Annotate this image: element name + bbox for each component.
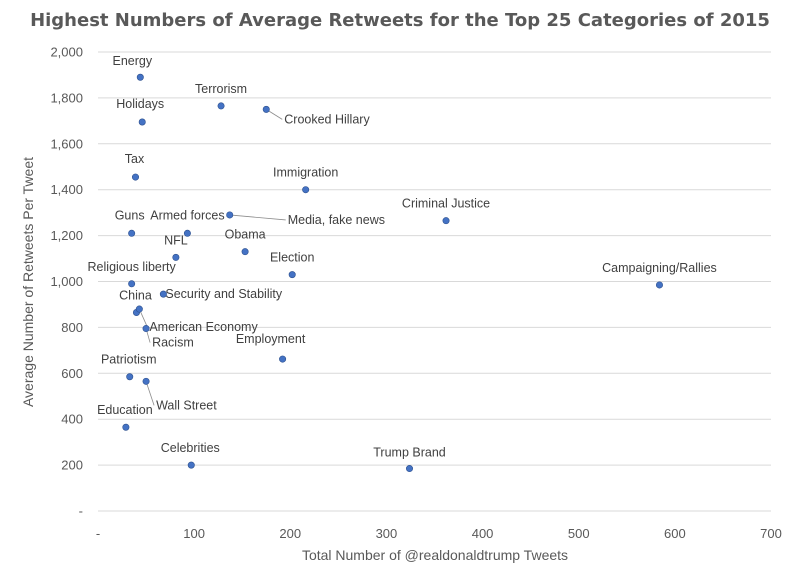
data-point [442, 217, 450, 225]
data-point [302, 186, 310, 194]
data-point [128, 229, 136, 237]
y-tick-label: 800 [61, 320, 83, 335]
data-labels: Energy Terrorism Crooked Hillary Holidays Ta… [88, 54, 717, 459]
data-label: Crooked Hillary [284, 112, 370, 126]
data-point [128, 280, 136, 288]
data-label: Racism [152, 336, 194, 350]
data-point [172, 253, 180, 261]
data-label: Obama [225, 228, 266, 242]
data-label: American Economy [149, 320, 258, 334]
y-tick-label: 1,400 [50, 182, 83, 197]
data-label: Armed forces [150, 208, 224, 222]
data-label: Campaigning/Rallies [602, 261, 717, 275]
data-label: Education [97, 403, 153, 417]
data-label: NFL [164, 233, 188, 247]
y-tick-label: - [79, 504, 83, 519]
data-point [142, 325, 150, 333]
data-label: Media, fake news [288, 213, 385, 227]
data-point [288, 271, 296, 279]
data-label: Patriotism [101, 353, 157, 367]
data-label: Security and Stability [165, 287, 282, 301]
x-tick-label: 100 [183, 526, 205, 541]
data-point [136, 73, 144, 81]
data-point [138, 118, 146, 126]
data-point [122, 423, 130, 431]
data-label: Election [270, 251, 315, 265]
data-label: Tax [125, 152, 145, 166]
data-label: Employment [236, 332, 306, 346]
y-tick-label: 2,000 [50, 45, 83, 60]
x-tick-label: 300 [376, 526, 398, 541]
x-axis-title: Total Number of @realdonaldtrump Tweets [302, 547, 568, 563]
x-tick-label: 500 [568, 526, 590, 541]
grid-lines [98, 51, 771, 512]
y-tick-label: 600 [61, 366, 83, 381]
x-tick-label: 200 [279, 526, 301, 541]
label-leader-line [145, 381, 155, 406]
data-point [226, 211, 234, 219]
data-point [217, 102, 225, 110]
data-label: Trump Brand [373, 446, 446, 460]
y-tick-label: 200 [61, 458, 83, 473]
x-tick-label: - [96, 526, 100, 541]
data-point [159, 290, 167, 298]
data-points [122, 73, 663, 473]
x-tick-label: 700 [760, 526, 782, 541]
y-axis-ticks: - 200 400 600 800 1,000 1,200 1,400 1,600 1,800 2,… [50, 45, 83, 519]
y-axis-title: Average Number of Retweets Per Tweet [20, 157, 36, 407]
data-label: Energy [112, 54, 152, 68]
y-tick-label: 1,200 [50, 228, 83, 243]
y-tick-label: 1,600 [50, 136, 83, 151]
data-label: Terrorism [195, 82, 247, 96]
data-point [131, 173, 139, 181]
x-tick-label: 600 [664, 526, 686, 541]
data-label: Wall Street [156, 398, 217, 412]
y-tick-label: 400 [61, 412, 83, 427]
data-label: Holidays [116, 97, 164, 111]
data-label: Celebrities [161, 441, 220, 455]
data-point [655, 281, 663, 289]
data-label: Guns [115, 208, 145, 222]
y-tick-label: 1,800 [50, 90, 83, 105]
x-axis-ticks: - 100 200 300 400 500 600 700 [96, 526, 782, 541]
x-tick-label: 400 [472, 526, 494, 541]
data-label: Immigration [273, 166, 338, 180]
label-leader-line [229, 214, 286, 221]
chart-title: Highest Numbers of Average Retweets for … [30, 10, 770, 31]
data-point [135, 305, 143, 313]
data-point [241, 248, 249, 256]
label-leader-lines [138, 109, 286, 406]
y-tick-label: 1,000 [50, 274, 83, 289]
data-point [279, 355, 287, 363]
data-point [187, 461, 195, 469]
data-label: Religious liberty [88, 260, 177, 274]
data-point [406, 465, 414, 473]
data-label: China [119, 288, 152, 302]
data-point [262, 105, 270, 113]
data-point [126, 373, 134, 381]
data-label: Criminal Justice [402, 197, 490, 211]
data-point [183, 229, 191, 237]
data-point [142, 377, 150, 385]
